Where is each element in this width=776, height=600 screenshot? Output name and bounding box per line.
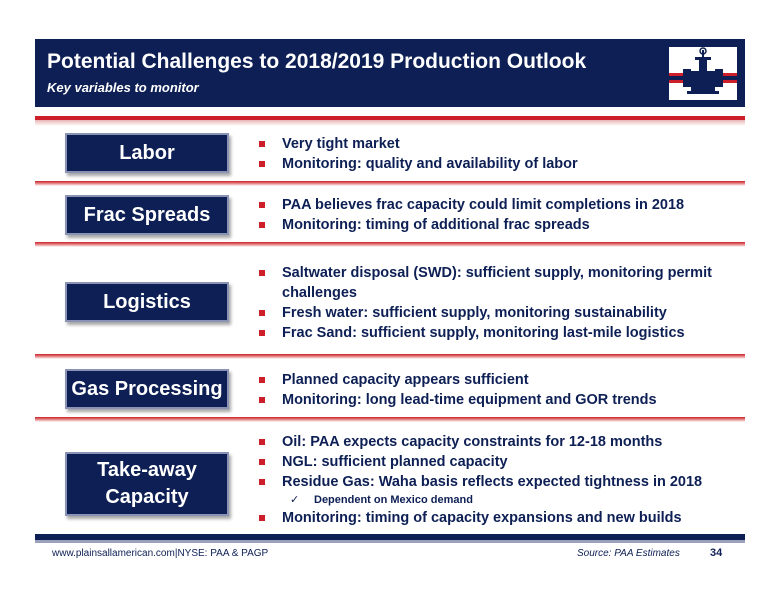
footer-rule-shadow — [35, 540, 745, 543]
list-item: Monitoring: timing of capacity expansion… — [258, 508, 702, 528]
label-gas-processing: Gas Processing — [65, 369, 229, 409]
website-link[interactable]: www.plainsallamerican.com — [52, 548, 175, 559]
list-item: Residue Gas: Waha basis reflects expecte… — [258, 472, 702, 492]
label-take-away-capacity: Take-away Capacity — [65, 452, 229, 516]
footer-rule — [35, 534, 745, 540]
list-item: Planned capacity appears sufficient — [258, 370, 657, 390]
header-rule-shadow — [35, 120, 745, 126]
labor-bullets: Very tight market Monitoring: quality an… — [258, 134, 578, 174]
row-separator — [35, 354, 745, 359]
slide-title: Potential Challenges to 2018/2019 Produc… — [47, 50, 587, 73]
label-frac-spreads: Frac Spreads — [65, 195, 229, 235]
list-item: Oil: PAA expects capacity constraints fo… — [258, 432, 702, 452]
source-note: Source: PAA Estimates — [577, 548, 680, 559]
list-item: Saltwater disposal (SWD): sufficient sup… — [258, 263, 718, 303]
list-item: Monitoring: long lead-time equipment and… — [258, 390, 657, 410]
footer-divider: | — [174, 548, 178, 559]
label-labor: Labor — [65, 133, 229, 173]
slide-subtitle: Key variables to monitor — [47, 80, 199, 95]
list-item: PAA believes frac capacity could limit c… — [258, 195, 684, 215]
pipeline-valve-icon — [669, 47, 737, 100]
ticker-text: NYSE: PAA & PAGP — [177, 548, 269, 559]
row-separator — [35, 242, 745, 247]
sub-list-item: ✓ Dependent on Mexico demand — [258, 492, 702, 508]
list-item: Very tight market — [258, 134, 578, 154]
label-logistics: Logistics — [65, 282, 229, 322]
row-separator — [35, 417, 745, 422]
list-item: Fresh water: sufficient supply, monitori… — [258, 303, 718, 323]
label-line: Capacity — [105, 486, 189, 508]
sub-list-item-text: Dependent on Mexico demand — [314, 494, 473, 506]
list-item: NGL: sufficient planned capacity — [258, 452, 702, 472]
footer-left: www.plainsallamerican.com|NYSE: PAA & PA… — [52, 548, 268, 559]
list-item: Frac Sand: sufficient supply, monitoring… — [258, 323, 718, 343]
label-line: Take-away — [97, 459, 197, 481]
gas-processing-bullets: Planned capacity appears sufficient Moni… — [258, 370, 657, 410]
page-number: 34 — [710, 547, 723, 559]
list-item: Monitoring: timing of additional frac sp… — [258, 215, 684, 235]
row-separator — [35, 181, 745, 186]
checkmark-icon: ✓ — [290, 494, 300, 506]
list-item: Monitoring: quality and availability of … — [258, 154, 578, 174]
header-rule — [35, 116, 745, 120]
take-away-bullets: Oil: PAA expects capacity constraints fo… — [258, 432, 702, 528]
slide-header: Potential Challenges to 2018/2019 Produc… — [35, 39, 745, 107]
frac-spreads-bullets: PAA believes frac capacity could limit c… — [258, 195, 684, 235]
logistics-bullets: Saltwater disposal (SWD): sufficient sup… — [258, 263, 718, 343]
